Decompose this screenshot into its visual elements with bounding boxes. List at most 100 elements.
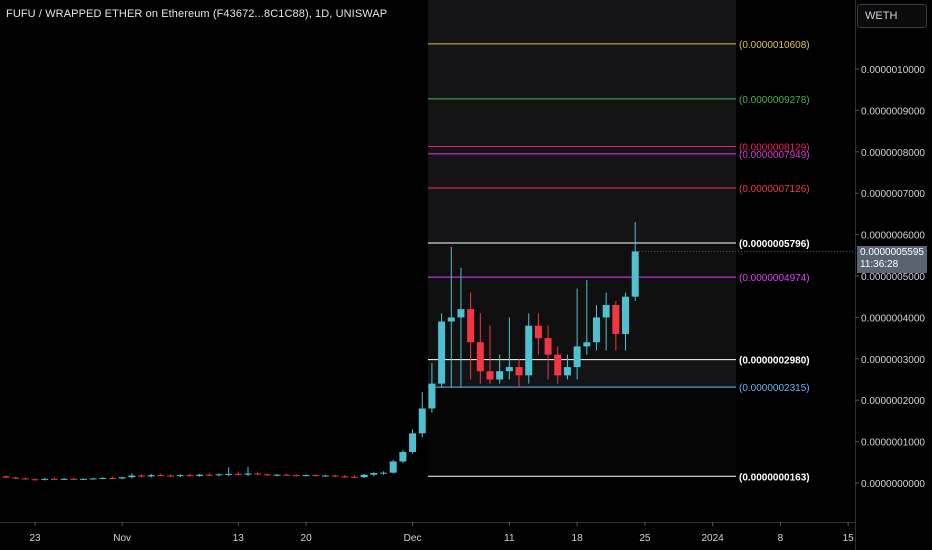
candle-body	[622, 296, 630, 334]
fib-level-label: (0.0000000163)	[739, 472, 810, 483]
candle-body	[263, 474, 271, 476]
y-tick-label: 0.0000004000	[861, 313, 925, 324]
candle-body	[389, 461, 397, 473]
currency-selector[interactable]: WETH	[857, 4, 927, 28]
candle-body	[273, 474, 281, 476]
candle-body	[360, 474, 368, 478]
candle-body	[196, 474, 204, 476]
fib-zone-band	[427, 243, 736, 360]
candle-body	[292, 475, 300, 477]
y-tick-label: 0.0000009000	[861, 106, 925, 117]
candle-body	[602, 304, 610, 318]
x-tick-label: 2024	[702, 533, 725, 544]
countdown-timer: 11:36:28	[860, 259, 899, 270]
x-tick-label: 15	[843, 533, 855, 544]
candle-body	[108, 478, 116, 480]
x-tick-label: 23	[29, 533, 41, 544]
candle-body	[128, 475, 136, 478]
candle-body	[312, 475, 320, 477]
candle-body	[525, 325, 533, 376]
fib-level-label: (0.0000009278)	[739, 95, 810, 106]
candle-body	[476, 342, 484, 372]
candle-body	[225, 473, 233, 475]
candle-body	[631, 251, 639, 297]
candle-body	[234, 473, 242, 475]
fib-level-label: (0.0000007126)	[739, 184, 810, 195]
candle-body	[409, 433, 417, 452]
candle-body	[205, 474, 213, 476]
candle-body	[118, 477, 126, 479]
candle-body	[554, 354, 562, 376]
candle-body	[60, 478, 68, 480]
candle-body	[89, 478, 97, 480]
candle-body	[41, 478, 49, 480]
candle-body	[612, 304, 620, 334]
fib-level-label: (0.0000002980)	[739, 356, 810, 367]
candle-body	[176, 475, 184, 477]
candle-body	[583, 342, 591, 347]
candle-body	[467, 309, 475, 343]
fib-level-label: (0.0000005796)	[739, 239, 810, 250]
y-tick-label: 0.0000006000	[861, 231, 925, 242]
x-tick-label: 18	[572, 533, 584, 544]
candle-body	[399, 451, 407, 462]
candle-body	[215, 474, 223, 476]
candle-body	[302, 475, 310, 477]
last-price-value: 0.0000005595	[860, 247, 924, 258]
y-tick-label: 0.0000005000	[861, 272, 925, 283]
x-tick-label: 8	[778, 533, 784, 544]
candle-body	[447, 317, 455, 322]
candle-body	[157, 475, 165, 477]
fib-level-label: (0.0000008129)	[739, 142, 810, 153]
candle-body	[138, 475, 146, 477]
candle-body	[12, 477, 20, 479]
candle-body	[418, 408, 426, 434]
y-tick-label: 0.0000008000	[861, 148, 925, 159]
candle-body	[592, 317, 600, 343]
candle-body	[505, 367, 513, 372]
candle-body	[331, 475, 339, 477]
candle-body	[457, 309, 465, 318]
candle-body	[380, 472, 388, 474]
candle-body	[544, 338, 552, 355]
candle-body	[254, 473, 262, 475]
x-tick-label: Nov	[113, 533, 131, 544]
fib-level-label: (0.0000007949)	[739, 150, 810, 161]
y-tick-label: 0.0000001000	[861, 438, 925, 449]
y-tick-label: 0.0000000000	[861, 479, 925, 490]
candle-body	[79, 478, 87, 480]
last-price-tag: 0.0000005595 11:36:28	[857, 246, 927, 273]
x-tick-label: 25	[639, 533, 651, 544]
candle-body	[496, 371, 504, 380]
candle-body	[350, 476, 358, 478]
candle-body	[486, 371, 494, 380]
candle-body	[370, 473, 378, 475]
candle-body	[99, 478, 107, 480]
fib-level-label: (0.0000002315)	[739, 383, 810, 394]
candle-body	[341, 476, 349, 478]
candle-body	[70, 478, 78, 480]
y-tick-label: 0.0000007000	[861, 189, 925, 200]
candle-body	[573, 346, 581, 368]
candle-body	[244, 473, 252, 475]
candle-body	[147, 475, 155, 477]
candle-body	[167, 475, 175, 477]
candle-body	[21, 478, 29, 480]
candle-body	[563, 367, 571, 376]
x-tick-label: Dec	[404, 533, 422, 544]
x-tick-label: 13	[233, 533, 245, 544]
candle-body	[534, 325, 542, 339]
candle-body	[515, 367, 523, 376]
fib-zone-lower	[427, 387, 736, 477]
x-tick-label: 11	[504, 533, 515, 544]
candle-body	[186, 475, 194, 477]
candle-body	[50, 478, 58, 480]
y-tick-label: 0.0000002000	[861, 396, 925, 407]
candle-body	[31, 479, 39, 481]
candle-body	[438, 321, 446, 384]
x-tick-label: 20	[301, 533, 313, 544]
candle-body	[321, 475, 329, 477]
chart-title: FUFU / WRAPPED ETHER on Ethereum (F43672…	[6, 8, 388, 20]
candle-body	[428, 383, 436, 409]
